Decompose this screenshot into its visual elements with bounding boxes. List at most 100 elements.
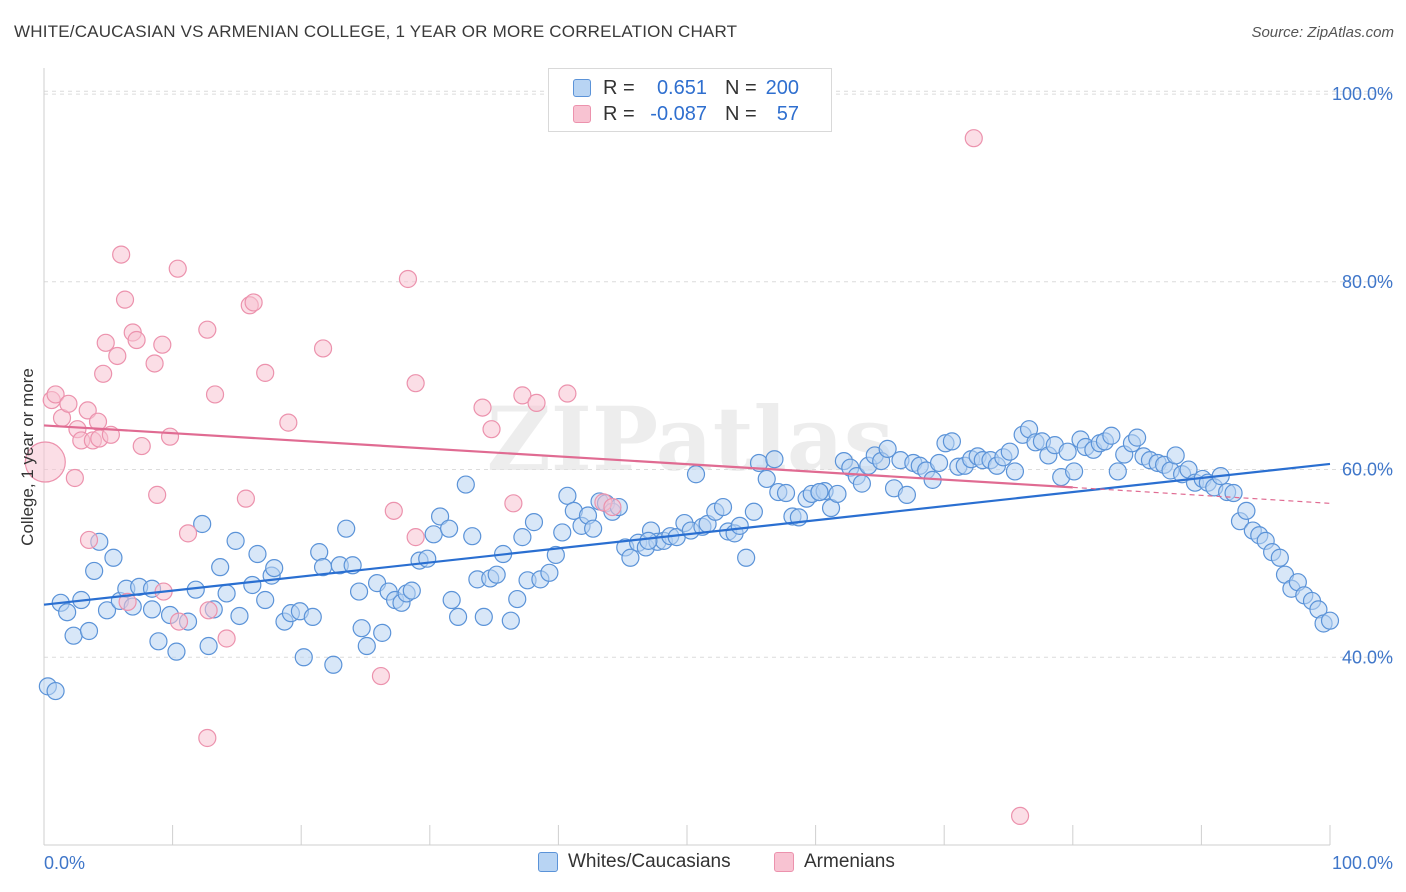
data-point [217,584,236,603]
legend-swatch-pink [573,105,591,123]
data-point [199,636,218,656]
data-point [168,259,187,278]
data-point [132,436,151,456]
data-point [371,666,391,686]
data-point [897,485,917,504]
data-point [142,600,162,619]
data-point [108,346,127,366]
data-point [78,401,97,420]
data-point [104,548,123,567]
data-point [256,363,275,382]
data-point [584,519,603,538]
data-point [487,565,506,584]
chart-title: WHITE/CAUCASIAN VS ARMENIAN COLLEGE, 1 Y… [14,22,738,41]
data-point [406,374,425,393]
data-point [357,636,376,656]
y-tick-label: 100.0% [1332,84,1393,104]
grid-lines [44,90,1392,658]
bottom-legend-swatch-pink [774,852,794,872]
data-point [1166,446,1185,465]
data-point [513,386,532,405]
bottom-legend-label-armenians: Armenians [804,851,895,872]
data-point [757,469,776,489]
bottom-legend-label-whites: Whites/Caucasians [568,851,731,872]
data-point [112,245,131,264]
data-point [205,385,225,404]
data-point [504,494,523,513]
data-point [118,592,137,611]
y-tick-label: 80.0% [1342,272,1393,292]
data-point [430,507,450,526]
data-point [145,354,164,373]
data-point [64,626,83,645]
data-point [46,681,65,701]
legend-r-label: R = [603,102,635,125]
data-point [553,523,572,542]
data-point [153,335,172,354]
data-point [1127,428,1147,447]
trend-lines [43,424,1331,606]
legend-swatch-blue [573,79,591,97]
data-point [384,501,403,520]
data-point [244,293,263,312]
data-point [79,530,99,550]
data-point [686,465,706,484]
data-point [810,482,829,502]
data-point [540,563,559,582]
data-point [878,439,897,458]
data-point [737,548,756,567]
data-point [558,486,577,505]
x-tick-label: 100.0% [1332,853,1393,873]
data-point [1108,462,1127,481]
data-point [1270,548,1289,567]
tick-labels: 40.0% 60.0% 80.0% 100.0% 0.0% 100.0% [44,84,1393,873]
data-point [473,398,492,417]
source-credit: Source: ZipAtlas.com [1251,24,1394,41]
series-armenians-points [24,129,1030,826]
data-point [639,531,658,550]
data-point [402,581,421,600]
data-point [482,420,501,439]
data-point [256,590,275,610]
data-point [463,527,482,546]
data-point [313,339,333,358]
data-point [279,413,298,432]
data-point [1224,483,1243,503]
x-tick-label: 0.0% [44,853,85,873]
data-point [765,450,784,469]
data-point [929,453,949,473]
data-point [424,525,443,544]
data-point [603,497,622,517]
data-point [85,561,104,581]
data-point [527,393,546,412]
data-point [211,558,230,577]
data-point [294,648,313,667]
data-point [1237,501,1256,520]
data-point [1058,442,1077,461]
legend-r-value: 0.651 [656,76,707,99]
data-point [217,629,236,648]
data-point [349,582,369,601]
data-point [474,607,493,627]
data-point [59,394,78,413]
legend-r-value: -0.087 [650,102,707,125]
trend-line-whites [43,462,1331,606]
data-point [310,543,329,562]
legend-n-value: 200 [765,76,799,99]
data-point [65,468,84,488]
data-point [621,548,640,567]
data-point [236,489,256,508]
legend-row-armenians: R = -0.087 N = 57 [573,102,799,126]
legend-row-whites: R = 0.651 N = 200 [573,76,799,100]
legend-n-label: N = [725,102,757,125]
data-point [456,475,475,494]
data-point [942,432,962,451]
data-point [828,484,847,504]
data-point [79,621,99,641]
data-point [852,474,871,493]
data-point [1102,426,1121,445]
data-point [303,607,322,627]
data-point [97,601,117,620]
data-point [546,545,565,565]
data-point [1000,442,1019,461]
